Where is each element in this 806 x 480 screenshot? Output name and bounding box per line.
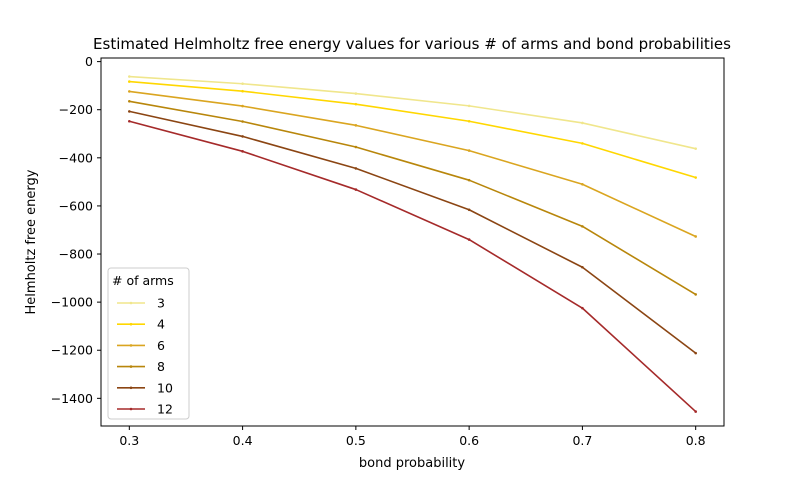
series-layer <box>128 75 697 413</box>
data-point <box>694 351 697 355</box>
legend-label: 4 <box>157 317 165 332</box>
data-point <box>241 82 244 86</box>
legend-title: # of arms <box>112 273 174 288</box>
legend-box <box>107 267 190 420</box>
series-6-arms <box>128 90 697 238</box>
data-point <box>128 119 131 123</box>
data-point <box>694 293 697 296</box>
legend-entries: 3 4 6 8 10 12 <box>117 296 173 417</box>
plot-frame <box>100 57 725 427</box>
data-point <box>581 182 584 186</box>
legend-marker <box>129 365 133 368</box>
data-point <box>694 410 697 413</box>
legend-entry-10: 10 <box>117 380 173 395</box>
data-point <box>128 90 131 93</box>
data-point <box>354 124 358 127</box>
legend-entry-4: 4 <box>117 317 165 332</box>
legend-label: 12 <box>157 402 173 417</box>
data-point <box>581 142 584 145</box>
series-line <box>129 75 696 150</box>
y-tick-label: −400 <box>59 150 93 165</box>
plot-area <box>100 57 725 427</box>
legend-entry-8: 8 <box>117 359 165 374</box>
legend-entry-3: 3 <box>117 296 165 311</box>
series-line <box>129 80 696 179</box>
x-tick-label: 0.7 <box>572 433 592 448</box>
series-line <box>129 110 697 354</box>
legend-marker <box>129 301 133 305</box>
legend-label: 3 <box>157 296 165 311</box>
legend-label: 6 <box>157 338 165 353</box>
y-tick-label: −1200 <box>51 343 93 358</box>
x-axis: 0.3 0.4 0.5 0.6 0.7 0.8 <box>119 426 706 448</box>
data-point <box>354 102 358 106</box>
y-tick-label: 0 <box>85 54 93 69</box>
data-point <box>128 99 131 103</box>
data-point <box>241 135 244 138</box>
legend-marker <box>129 407 133 411</box>
data-point <box>467 178 471 182</box>
legend-label: 10 <box>157 380 173 395</box>
legend-label: 8 <box>157 359 165 374</box>
series-line <box>129 90 697 238</box>
data-point <box>241 120 244 123</box>
series-line <box>129 120 697 413</box>
data-point <box>241 104 244 108</box>
data-point <box>581 121 584 125</box>
y-axis: 0 −200 −400 −600 −800 −1000 −1200 −1400 <box>51 54 101 406</box>
data-point <box>467 104 471 108</box>
data-point <box>354 92 358 95</box>
data-point <box>467 119 471 123</box>
x-tick-label: 0.6 <box>459 433 479 448</box>
series-line <box>129 100 697 296</box>
x-tick-label: 0.8 <box>686 433 706 448</box>
legend-marker <box>129 386 133 390</box>
x-tick-label: 0.3 <box>119 433 139 448</box>
x-axis-label: bond probability <box>359 456 465 471</box>
y-tick-label: −600 <box>59 198 93 213</box>
data-point <box>694 176 697 179</box>
data-point <box>467 238 471 241</box>
series-10-arms <box>128 110 697 355</box>
legend-entry-6: 6 <box>117 338 165 353</box>
y-tick-label: −1000 <box>51 295 93 310</box>
legend-entry-12: 12 <box>117 402 173 417</box>
x-tick-label: 0.5 <box>346 433 366 448</box>
legend: # of arms 3 4 6 8 10 12 <box>107 267 190 420</box>
data-point <box>581 265 584 269</box>
series-4-arms <box>128 80 697 179</box>
y-tick-label: −800 <box>59 247 93 262</box>
data-point <box>354 167 358 170</box>
series-8-arms <box>128 99 697 296</box>
y-tick-label: −1400 <box>51 391 93 406</box>
data-point <box>581 306 584 310</box>
series-12-arms <box>128 119 697 413</box>
legend-marker <box>129 344 133 347</box>
data-point <box>354 145 358 149</box>
legend-marker <box>129 322 133 326</box>
data-point <box>694 147 697 150</box>
data-point <box>241 89 244 93</box>
data-point <box>128 75 131 78</box>
data-point <box>581 225 584 228</box>
data-point <box>241 150 244 153</box>
chart-title: Estimated Helmholtz free energy values f… <box>93 35 731 53</box>
y-axis-label: Helmholtz free energy <box>24 169 39 314</box>
x-tick-label: 0.4 <box>233 433 253 448</box>
data-point <box>467 149 471 152</box>
series-3-arms <box>128 75 697 150</box>
y-tick-label: −200 <box>59 102 93 117</box>
data-point <box>694 235 697 238</box>
data-point <box>354 188 358 191</box>
data-point <box>128 110 131 113</box>
data-point <box>467 208 471 212</box>
data-point <box>128 80 131 83</box>
